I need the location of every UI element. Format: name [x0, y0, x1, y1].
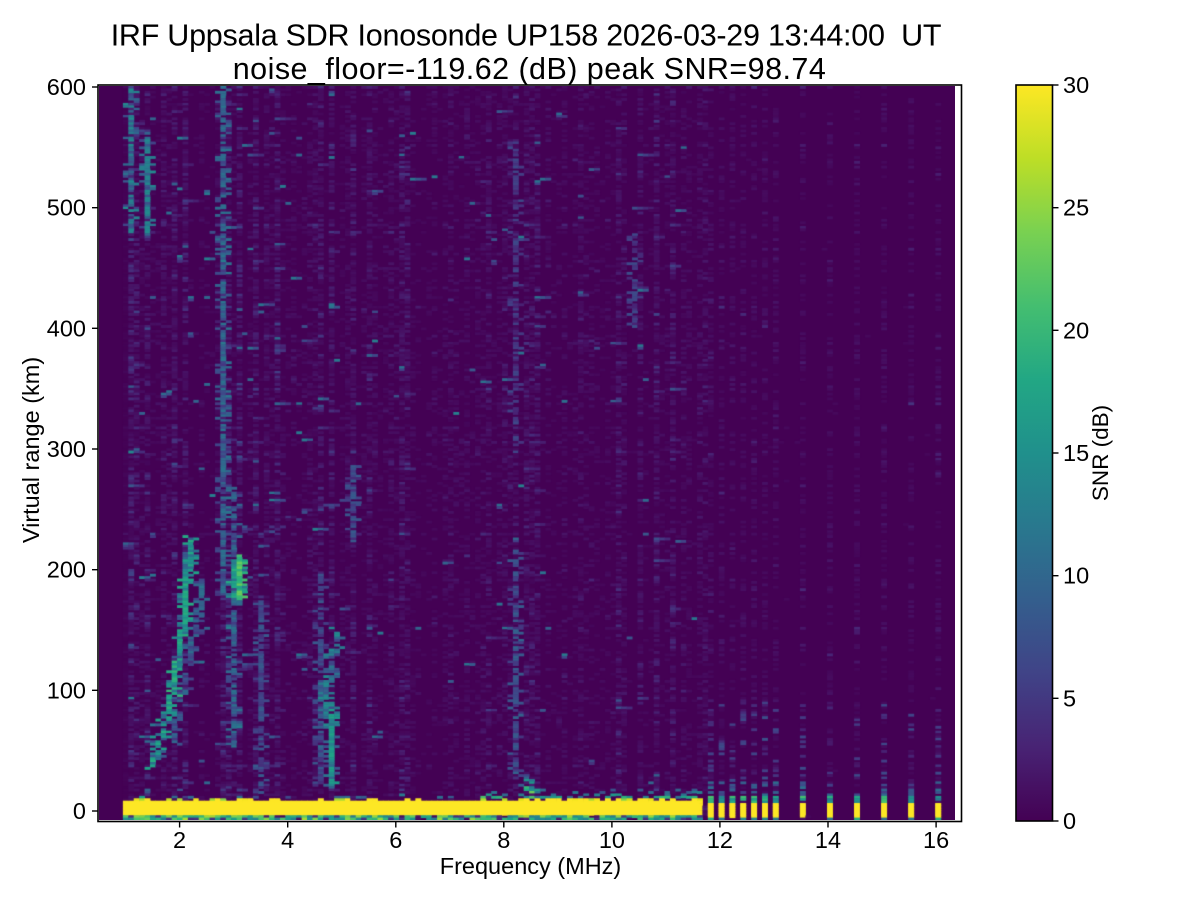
svg-text:10: 10 — [599, 827, 625, 853]
svg-text:5: 5 — [1063, 685, 1076, 711]
svg-text:16: 16 — [923, 827, 949, 853]
svg-text:12: 12 — [707, 827, 733, 853]
svg-text:15: 15 — [1063, 440, 1089, 466]
svg-text:600: 600 — [47, 74, 86, 100]
svg-text:14: 14 — [815, 827, 841, 853]
svg-text:Frequency (MHz): Frequency (MHz) — [440, 853, 622, 879]
svg-text:200: 200 — [47, 557, 86, 583]
svg-text:0: 0 — [73, 798, 86, 824]
svg-text:Virtual range (km): Virtual range (km) — [18, 357, 44, 543]
svg-text:20: 20 — [1063, 317, 1089, 343]
svg-text:100: 100 — [47, 677, 86, 703]
svg-text:400: 400 — [47, 315, 86, 341]
svg-text:0: 0 — [1063, 808, 1076, 834]
svg-text:IRF Uppsala SDR Ionosonde UP15: IRF Uppsala SDR Ionosonde UP158 2026-03-… — [111, 19, 942, 53]
svg-text:6: 6 — [389, 827, 402, 853]
svg-text:300: 300 — [47, 436, 86, 462]
svg-text:4: 4 — [281, 827, 294, 853]
svg-text:8: 8 — [497, 827, 510, 853]
svg-text:2: 2 — [173, 827, 186, 853]
svg-text:30: 30 — [1063, 72, 1089, 98]
svg-text:10: 10 — [1063, 563, 1089, 589]
svg-text:500: 500 — [47, 195, 86, 221]
svg-text:noise_floor=-119.62 (dB) peak: noise_floor=-119.62 (dB) peak SNR=98.74 — [233, 52, 826, 86]
svg-text:SNR (dB): SNR (dB) — [1088, 405, 1113, 501]
svg-text:25: 25 — [1063, 195, 1089, 221]
